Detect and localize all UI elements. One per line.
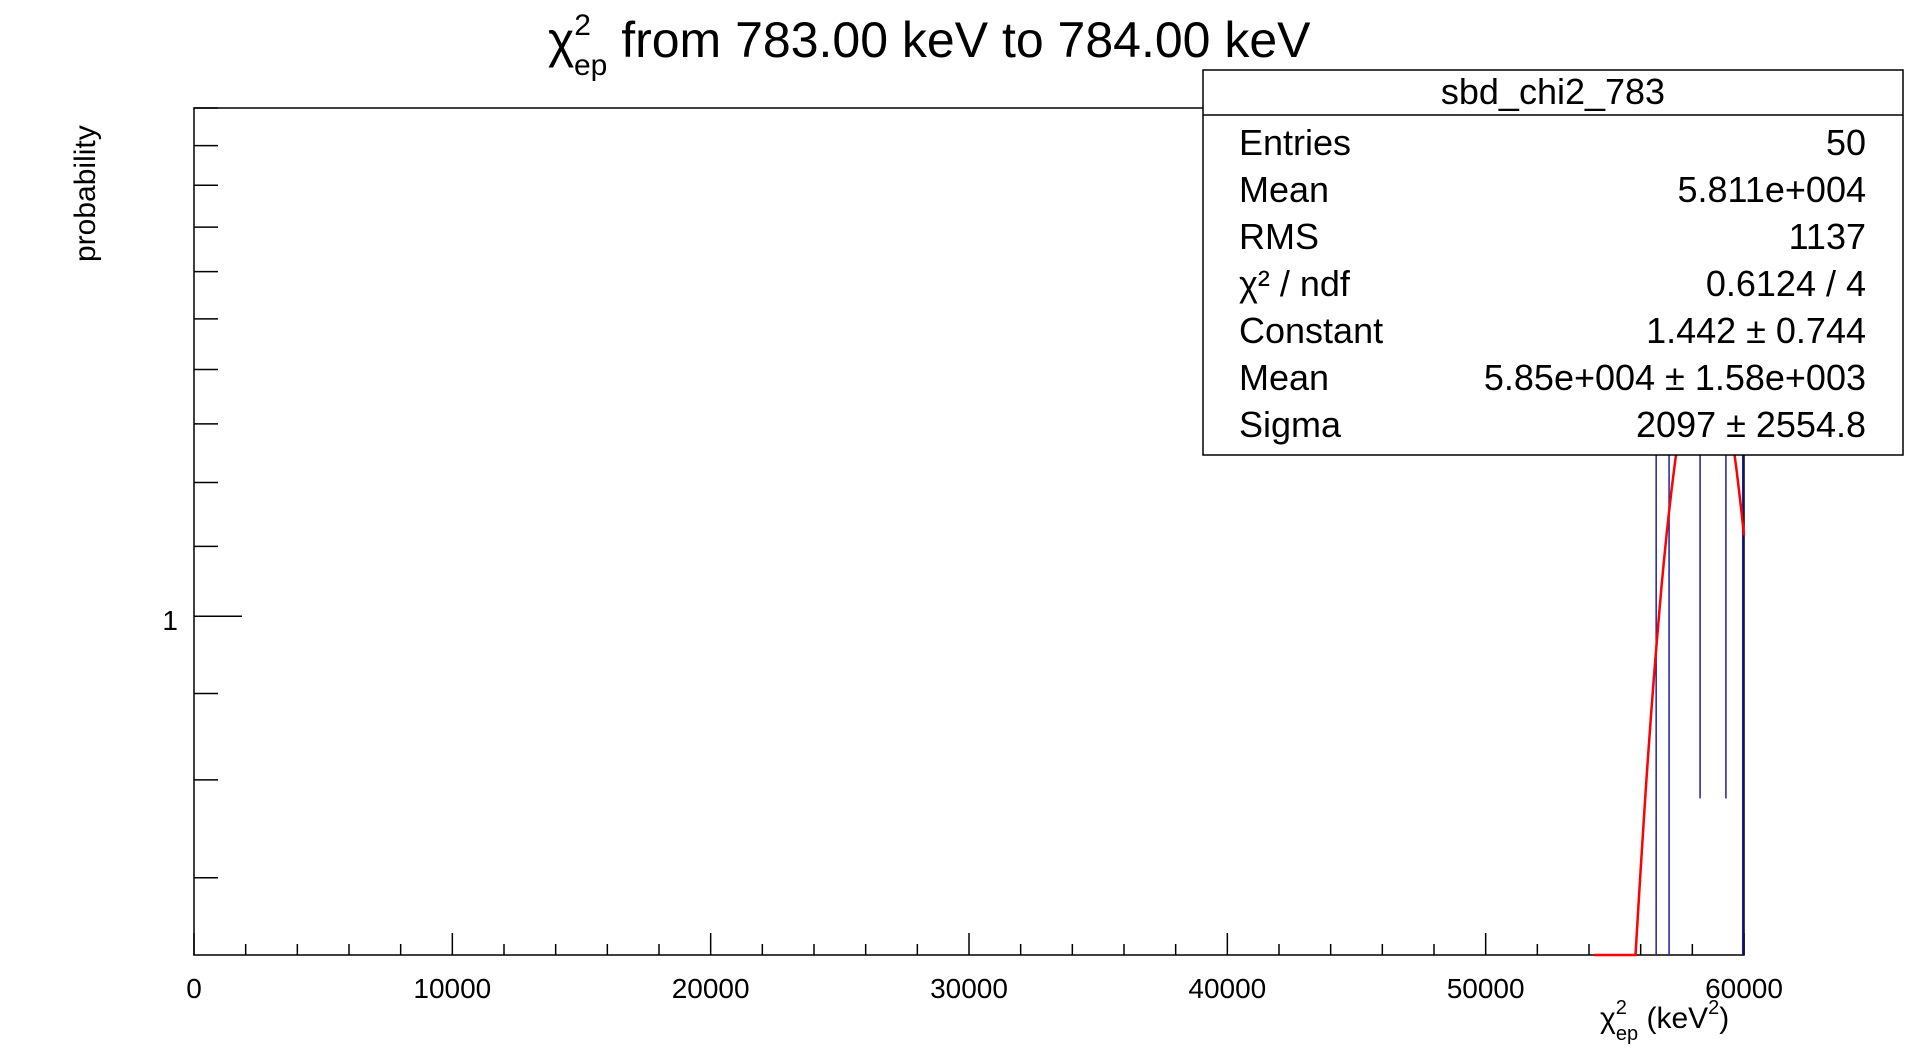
stats-row-value: 0.6124 / 4 (1706, 263, 1866, 304)
stats-row-key: Sigma (1239, 404, 1342, 445)
stats-row-value: 5.85e+004 ± 1.58e+003 (1484, 357, 1866, 398)
x-tick-label: 40000 (1188, 973, 1266, 1004)
x-tick-label: 30000 (930, 973, 1008, 1004)
stats-row-value: 50 (1826, 122, 1866, 163)
stats-row-key: χ² / ndf (1239, 263, 1351, 304)
stats-box-title: sbd_chi2_783 (1441, 71, 1665, 112)
stats-row-value: 1137 (1789, 216, 1866, 257)
x-tick-label: 50000 (1447, 973, 1525, 1004)
x-axis: 0 10000 20000 30000 40000 50000 60000 (186, 933, 1783, 1004)
stats-row-key: Entries (1239, 122, 1351, 163)
x-tick-label: 20000 (672, 973, 750, 1004)
y-axis (194, 107, 242, 879)
y-axis-label: probability (69, 125, 102, 262)
x-axis-label: χ2 ep (keV2) (1600, 997, 1729, 1045)
stats-rows: Entries 50 Mean 5.811e+004 RMS 1137 χ² / ndf 0.… (1239, 122, 1866, 445)
y-tick-label: 1 (162, 605, 178, 636)
stats-row-value: 5.811e+004 (1677, 169, 1866, 210)
stats-box: sbd_chi2_783 Entries 50 Mean 5.811e+004 RMS 1… (1202, 69, 1904, 456)
stats-row-value: 1.442 ± 0.744 (1646, 310, 1866, 351)
x-tick-label: 60000 (1705, 973, 1783, 1004)
chart-title: χ2 ep from 783.00 keV to 784.00 keV (548, 9, 1311, 82)
stats-box-frame (1202, 69, 1904, 456)
stats-row-key: RMS (1239, 216, 1319, 257)
stats-row-key: Mean (1239, 357, 1329, 398)
x-tick-label: 10000 (413, 973, 491, 1004)
stats-row-value: 2097 ± 2554.8 (1636, 404, 1866, 445)
x-tick-label: 0 (186, 973, 202, 1004)
stats-row-key: Constant (1239, 310, 1383, 351)
stats-row-key: Mean (1239, 169, 1329, 210)
